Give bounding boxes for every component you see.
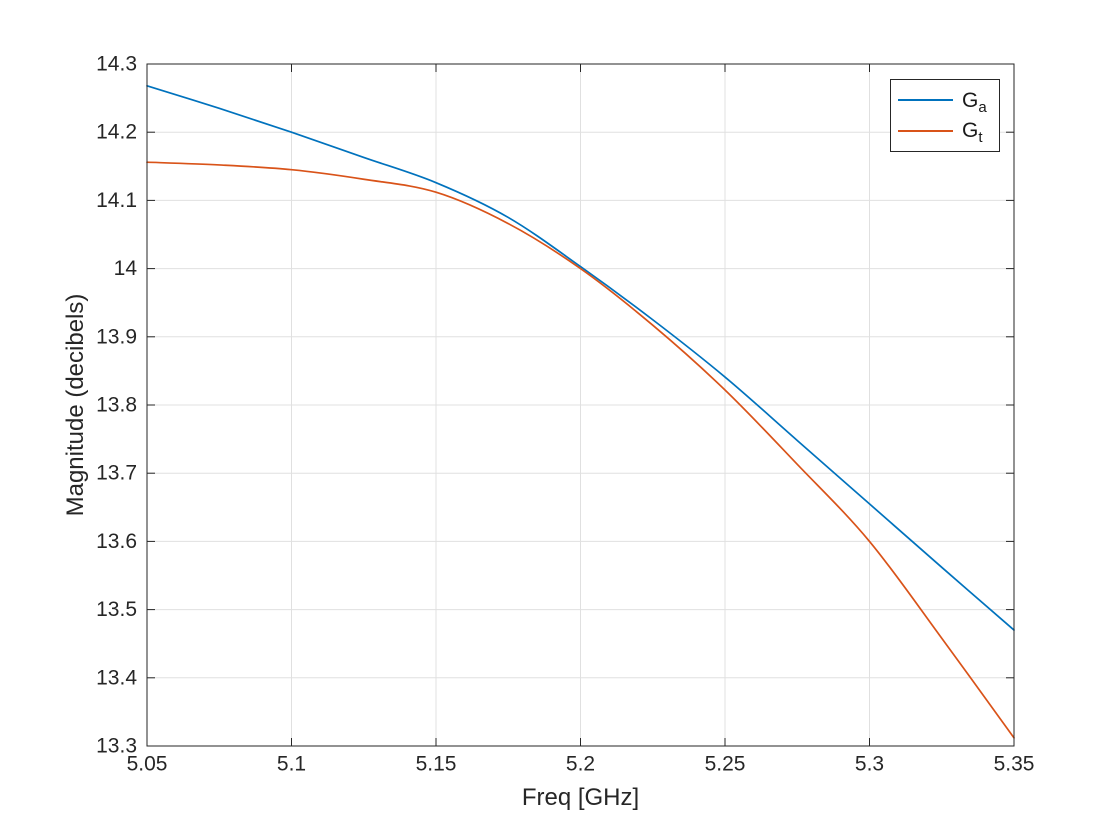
legend-label-gt: Gt	[962, 119, 983, 145]
y-tick-label: 13.7	[96, 462, 137, 485]
x-tick-label: 5.35	[994, 752, 1035, 775]
y-tick-label: 14.3	[96, 53, 137, 76]
legend: Ga Gt	[890, 79, 1000, 152]
legend-label-ga: Ga	[962, 88, 987, 115]
y-tick-label: 14.1	[96, 189, 137, 212]
y-tick-label: 13.4	[96, 666, 137, 689]
y-tick-label: 13.8	[96, 394, 137, 417]
x-tick-label: 5.05	[127, 752, 168, 775]
series-line-Ga	[146, 84, 1015, 631]
legend-label-ga-main: G	[962, 88, 979, 112]
legend-line-sample-ga	[898, 99, 953, 102]
y-axis-title: Magnitude (decibels)	[62, 293, 89, 517]
legend-line-sample-gt	[898, 129, 953, 132]
x-tick-label: 5.3	[855, 752, 884, 775]
legend-label-gt-main: G	[962, 119, 979, 143]
x-tick-label: 5.2	[566, 752, 595, 775]
y-tick-label: 14.2	[96, 121, 137, 144]
legend-entry-ga: Ga	[891, 88, 999, 115]
x-tick-label: 5.15	[416, 752, 457, 775]
x-axis-title: Freq [GHz]	[521, 784, 640, 811]
y-tick-label: 13.3	[96, 735, 137, 758]
legend-label-gt-sub: t	[978, 129, 983, 147]
y-tick-label: 14	[114, 257, 138, 280]
x-tick-label: 5.1	[277, 752, 306, 775]
y-tick-label: 13.6	[96, 530, 137, 553]
legend-label-ga-sub: a	[978, 98, 987, 116]
legend-entry-gt: Gt	[891, 119, 999, 146]
y-tick-label: 13.5	[96, 598, 137, 621]
series-line-Gt	[146, 161, 1015, 739]
x-tick-label: 5.25	[705, 752, 746, 775]
y-tick-label: 13.9	[96, 325, 137, 348]
